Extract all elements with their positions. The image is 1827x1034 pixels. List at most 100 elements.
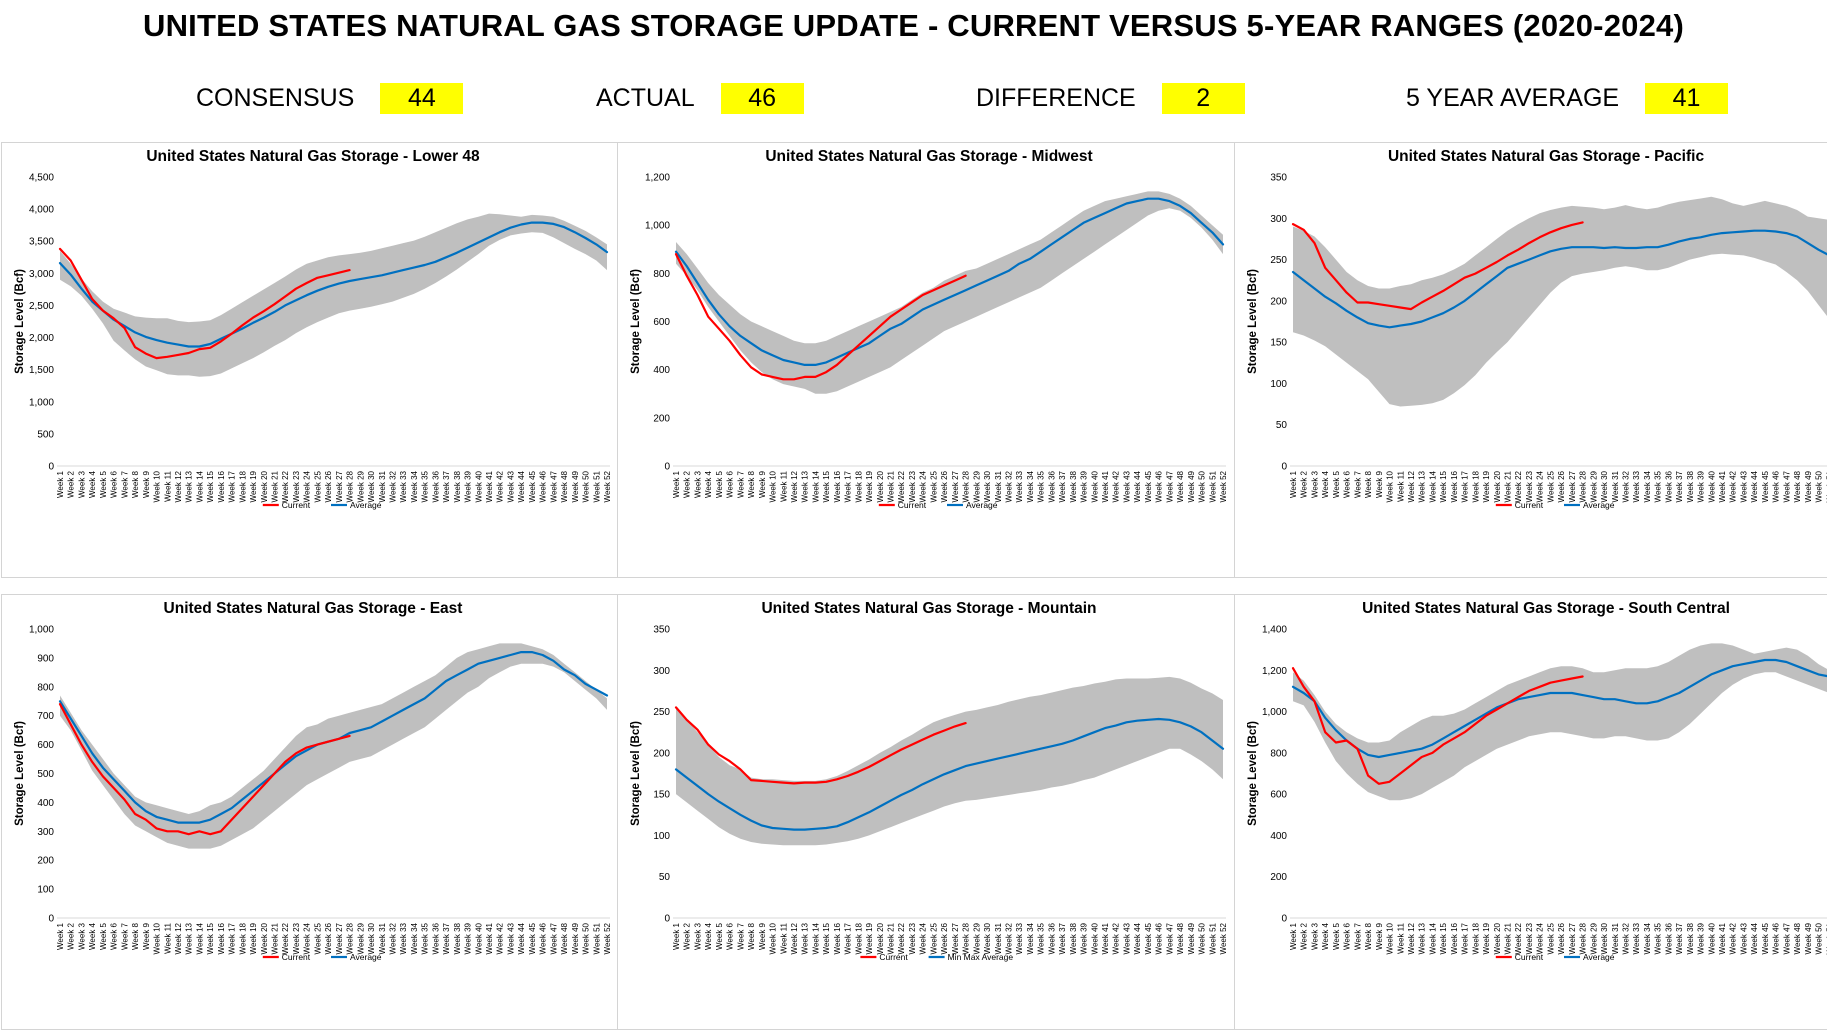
x-tick-label: Week 44: [517, 470, 526, 502]
x-tick-label: Week 42: [1112, 470, 1121, 502]
y-tick-label: 800: [653, 269, 670, 280]
x-tick-label: Week 15: [1439, 922, 1448, 954]
x-tick-label: Week 2: [683, 470, 692, 498]
x-tick-label: Week 38: [1686, 922, 1695, 954]
x-tick-label: Week 43: [1740, 922, 1749, 954]
y-tick-label: 200: [1270, 296, 1287, 307]
x-tick-label: Week 7: [1353, 470, 1362, 498]
y-axis-label: Storage Level (Bcf): [630, 721, 642, 826]
x-tick-label: Week 38: [453, 922, 462, 954]
series-line-average: [674, 717, 1225, 831]
x-tick-label: Week 40: [474, 922, 483, 954]
chart-panel-lower-48: United States Natural Gas Storage - Lowe…: [1, 142, 625, 578]
x-tick-label: Week 29: [356, 922, 365, 954]
x-tick-label: Week 31: [378, 922, 387, 954]
series-line-average: [1291, 229, 1827, 329]
x-tick-label: Week 12: [1407, 922, 1416, 954]
x-tick-label: Week 26: [1557, 922, 1566, 954]
x-tick-label: Week 7: [120, 922, 129, 950]
y-tick-label: 400: [1270, 831, 1287, 842]
x-tick-label: Week 16: [217, 922, 226, 954]
y-tick-label: 800: [1270, 748, 1287, 759]
y-tick-label: 0: [664, 914, 670, 925]
x-tick-label: Week 17: [844, 470, 853, 502]
x-tick-label: Week 2: [67, 470, 76, 498]
chart-south-central: United States Natural Gas Storage - Sout…: [1247, 600, 1827, 962]
x-tick-label: Week 32: [389, 470, 398, 502]
chart-title: United States Natural Gas Storage - Lowe…: [146, 148, 480, 165]
x-tick-label: Week 42: [1729, 470, 1738, 502]
x-tick-label: Week 4: [88, 922, 97, 950]
x-tick-label: Week 40: [1090, 470, 1099, 502]
y-tick-label: 300: [653, 666, 670, 677]
x-tick-label: Week 49: [571, 922, 580, 954]
y-tick-label: 0: [664, 462, 670, 473]
x-tick-label: Week 10: [769, 922, 778, 954]
x-tick-label: Week 9: [142, 922, 151, 950]
chart-panel-midwest: United States Natural Gas Storage - Midw…: [617, 142, 1241, 578]
x-tick-label: Week 17: [228, 470, 237, 502]
x-tick-label: Week 1: [672, 922, 681, 950]
x-tick-label: Week 18: [238, 922, 247, 954]
x-tick-label: Week 33: [399, 922, 408, 954]
x-tick-label: Week 27: [951, 470, 960, 502]
x-tick-label: Week 26: [940, 922, 949, 954]
x-tick-label: Week 26: [324, 922, 333, 954]
x-tick-label: Week 19: [249, 470, 258, 502]
x-tick-label: Week 40: [474, 470, 483, 502]
y-axis-label: Storage Level (Bcf): [1247, 721, 1259, 826]
y-tick-label: 0: [48, 462, 54, 473]
x-tick-label: Week 35: [1654, 922, 1663, 954]
y-tick-label: 50: [1276, 420, 1288, 431]
x-tick-label: Week 47: [1165, 922, 1174, 954]
x-tick-label: Week 3: [1311, 470, 1320, 498]
x-tick-label: Week 12: [174, 922, 183, 954]
x-tick-label: Week 4: [704, 470, 713, 498]
x-tick-label: Week 39: [1697, 922, 1706, 954]
chart-midwest: United States Natural Gas Storage - Midw…: [630, 148, 1228, 510]
x-tick-label: Week 24: [1536, 922, 1545, 954]
kpi-difference: DIFFERENCE 2: [976, 82, 1245, 114]
x-tick-label: Week 3: [78, 470, 87, 498]
x-tick-label: Week 39: [464, 470, 473, 502]
x-tick-label: Week 26: [940, 470, 949, 502]
x-tick-label: Week 16: [1450, 922, 1459, 954]
x-tick-label: Week 36: [1664, 922, 1673, 954]
x-tick-label: Week 13: [185, 922, 194, 954]
x-tick-label: Week 19: [865, 470, 874, 502]
x-tick-label: Week 33: [1015, 470, 1024, 502]
x-tick-label: Week 39: [1080, 470, 1089, 502]
x-tick-label: Week 44: [1750, 922, 1759, 954]
x-tick-label: Week 8: [1364, 470, 1373, 498]
y-tick-label: 800: [37, 682, 54, 693]
x-tick-label: Week 46: [1155, 922, 1164, 954]
y-tick-label: 2,000: [29, 333, 54, 344]
x-tick-label: Week 16: [217, 470, 226, 502]
x-tick-label: Week 28: [1579, 922, 1588, 954]
x-tick-label: Week 13: [1418, 470, 1427, 502]
x-tick-label: Week 5: [715, 922, 724, 950]
y-tick-label: 350: [653, 625, 670, 636]
x-tick-label: Week 22: [281, 470, 290, 502]
y-tick-label: 500: [37, 429, 54, 440]
x-tick-label: Week 15: [822, 922, 831, 954]
y-tick-label: 100: [37, 885, 54, 896]
x-tick-label: Week 27: [335, 922, 344, 954]
x-tick-label: Week 6: [1343, 922, 1352, 950]
x-tick-label: Week 5: [715, 470, 724, 498]
x-tick-label: Week 10: [1386, 922, 1395, 954]
x-tick-label: Week 46: [539, 922, 548, 954]
x-tick-label: Week 25: [1546, 922, 1555, 954]
x-tick-label: Week 43: [1123, 470, 1132, 502]
y-tick-label: 0: [1281, 462, 1287, 473]
x-tick-label: Week 24: [1536, 470, 1545, 502]
y-tick-label: 3,500: [29, 237, 54, 248]
x-tick-label: Week 7: [736, 470, 745, 498]
x-tick-label: Week 24: [303, 470, 312, 502]
x-tick-label: Week 51: [592, 470, 601, 502]
x-tick-label: Week 23: [1525, 922, 1534, 954]
kpi-label: ACTUAL: [596, 83, 695, 112]
series-line-current: [58, 702, 351, 836]
x-tick-label: Week 45: [1761, 470, 1770, 502]
x-tick-label: Week 30: [1600, 922, 1609, 954]
